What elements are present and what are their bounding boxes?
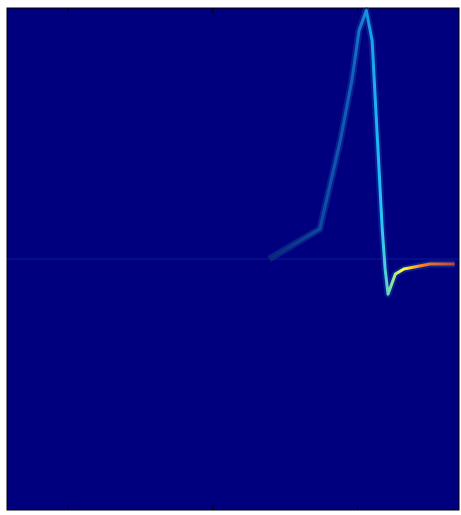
waveform [268,9,455,296]
